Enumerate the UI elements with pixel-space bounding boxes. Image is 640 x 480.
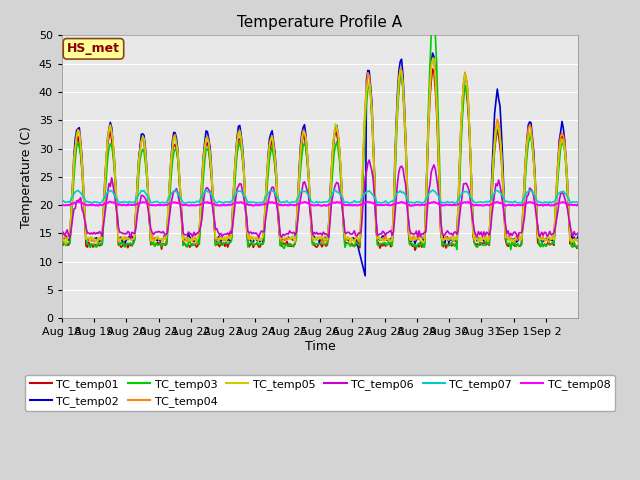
TC_temp02 <box>574 233 582 239</box>
TC_temp04 <box>429 58 436 63</box>
TC_temp06 <box>76 197 83 203</box>
TC_temp07 <box>324 199 332 204</box>
TC_temp02 <box>76 125 83 131</box>
Line: TC_temp04: TC_temp04 <box>62 60 578 243</box>
TC_temp01 <box>428 78 435 84</box>
TC_temp02 <box>92 235 99 241</box>
TC_temp03 <box>76 144 83 150</box>
TC_temp03 <box>507 247 515 252</box>
TC_temp02 <box>428 60 435 65</box>
Y-axis label: Temperature (C): Temperature (C) <box>20 126 33 228</box>
TC_temp04 <box>574 239 582 245</box>
TC_temp05 <box>325 219 333 225</box>
TC_temp02 <box>58 238 66 243</box>
TC_temp01 <box>58 241 66 247</box>
TC_temp06 <box>573 231 580 237</box>
TC_temp08 <box>574 202 582 207</box>
Line: TC_temp07: TC_temp07 <box>62 190 578 204</box>
TC_temp06 <box>92 231 99 237</box>
TC_temp07 <box>92 199 99 204</box>
TC_temp05 <box>428 66 435 72</box>
TC_temp05 <box>506 238 513 244</box>
TC_temp02 <box>506 236 513 242</box>
TC_temp08 <box>429 200 436 205</box>
TC_temp07 <box>573 199 580 205</box>
TC_temp06 <box>365 157 373 163</box>
TC_temp07 <box>76 189 83 194</box>
TC_temp06 <box>127 236 134 241</box>
TC_temp04 <box>92 236 99 242</box>
TC_temp03 <box>426 64 434 70</box>
TC_temp05 <box>93 240 100 246</box>
TC_temp03 <box>573 243 580 249</box>
Title: Temperature Profile A: Temperature Profile A <box>237 15 403 30</box>
TC_temp04 <box>325 223 333 228</box>
TC_temp01 <box>412 247 419 253</box>
TC_temp03 <box>430 18 438 24</box>
Line: TC_temp05: TC_temp05 <box>62 58 578 244</box>
Text: HS_met: HS_met <box>67 42 120 55</box>
TC_temp08 <box>106 199 114 204</box>
TC_temp07 <box>451 201 458 206</box>
TC_temp08 <box>325 202 333 208</box>
TC_temp01 <box>574 243 582 249</box>
TC_temp06 <box>574 230 582 236</box>
TC_temp03 <box>58 243 66 249</box>
Line: TC_temp02: TC_temp02 <box>62 53 578 276</box>
TC_temp02 <box>324 237 332 242</box>
TC_temp05 <box>573 237 580 242</box>
TC_temp08 <box>58 202 66 208</box>
TC_temp07 <box>574 200 582 206</box>
TC_temp03 <box>92 244 99 250</box>
TC_temp04 <box>428 62 435 68</box>
TC_temp03 <box>324 240 332 245</box>
TC_temp04 <box>573 237 580 243</box>
TC_temp05 <box>77 144 84 149</box>
TC_temp01 <box>324 241 332 247</box>
TC_temp07 <box>429 187 436 193</box>
TC_temp05 <box>429 55 436 61</box>
TC_temp02 <box>362 273 369 279</box>
Line: TC_temp06: TC_temp06 <box>62 160 578 239</box>
TC_temp08 <box>76 199 83 205</box>
TC_temp04 <box>58 237 66 243</box>
TC_temp07 <box>58 198 66 204</box>
TC_temp01 <box>506 242 513 248</box>
TC_temp01 <box>92 241 99 247</box>
TC_temp07 <box>506 199 513 205</box>
TC_temp08 <box>506 202 513 208</box>
TC_temp08 <box>92 203 99 208</box>
Line: TC_temp03: TC_temp03 <box>62 21 578 250</box>
Line: TC_temp08: TC_temp08 <box>62 202 578 206</box>
TC_temp05 <box>58 235 66 241</box>
TC_temp04 <box>76 129 83 134</box>
X-axis label: Time: Time <box>305 340 335 353</box>
TC_temp05 <box>62 241 70 247</box>
TC_temp07 <box>426 190 434 195</box>
TC_temp03 <box>504 241 512 247</box>
TC_temp06 <box>429 165 436 171</box>
TC_temp01 <box>429 66 436 72</box>
TC_temp08 <box>573 203 580 208</box>
TC_temp06 <box>506 233 513 239</box>
TC_temp04 <box>319 240 327 246</box>
Line: TC_temp01: TC_temp01 <box>62 69 578 250</box>
TC_temp04 <box>506 236 513 241</box>
TC_temp06 <box>58 234 66 240</box>
TC_temp08 <box>407 203 415 209</box>
TC_temp02 <box>429 50 436 56</box>
TC_temp03 <box>574 245 582 251</box>
TC_temp02 <box>573 236 580 242</box>
Legend: TC_temp01, TC_temp02, TC_temp03, TC_temp04, TC_temp05, TC_temp06, TC_temp07, TC_: TC_temp01, TC_temp02, TC_temp03, TC_temp… <box>25 375 615 411</box>
TC_temp05 <box>574 237 582 243</box>
TC_temp01 <box>76 142 83 147</box>
TC_temp06 <box>325 234 333 240</box>
TC_temp01 <box>573 245 580 251</box>
